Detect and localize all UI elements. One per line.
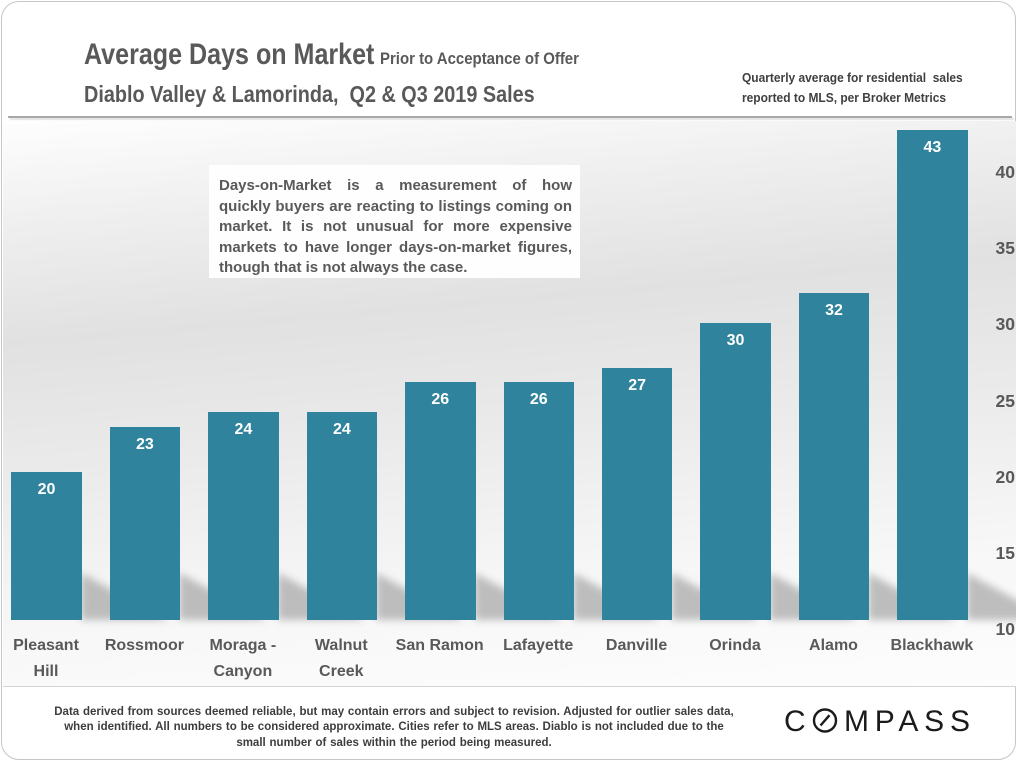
- svg-text:C: C: [784, 705, 806, 738]
- svg-text:MPASS: MPASS: [844, 705, 976, 738]
